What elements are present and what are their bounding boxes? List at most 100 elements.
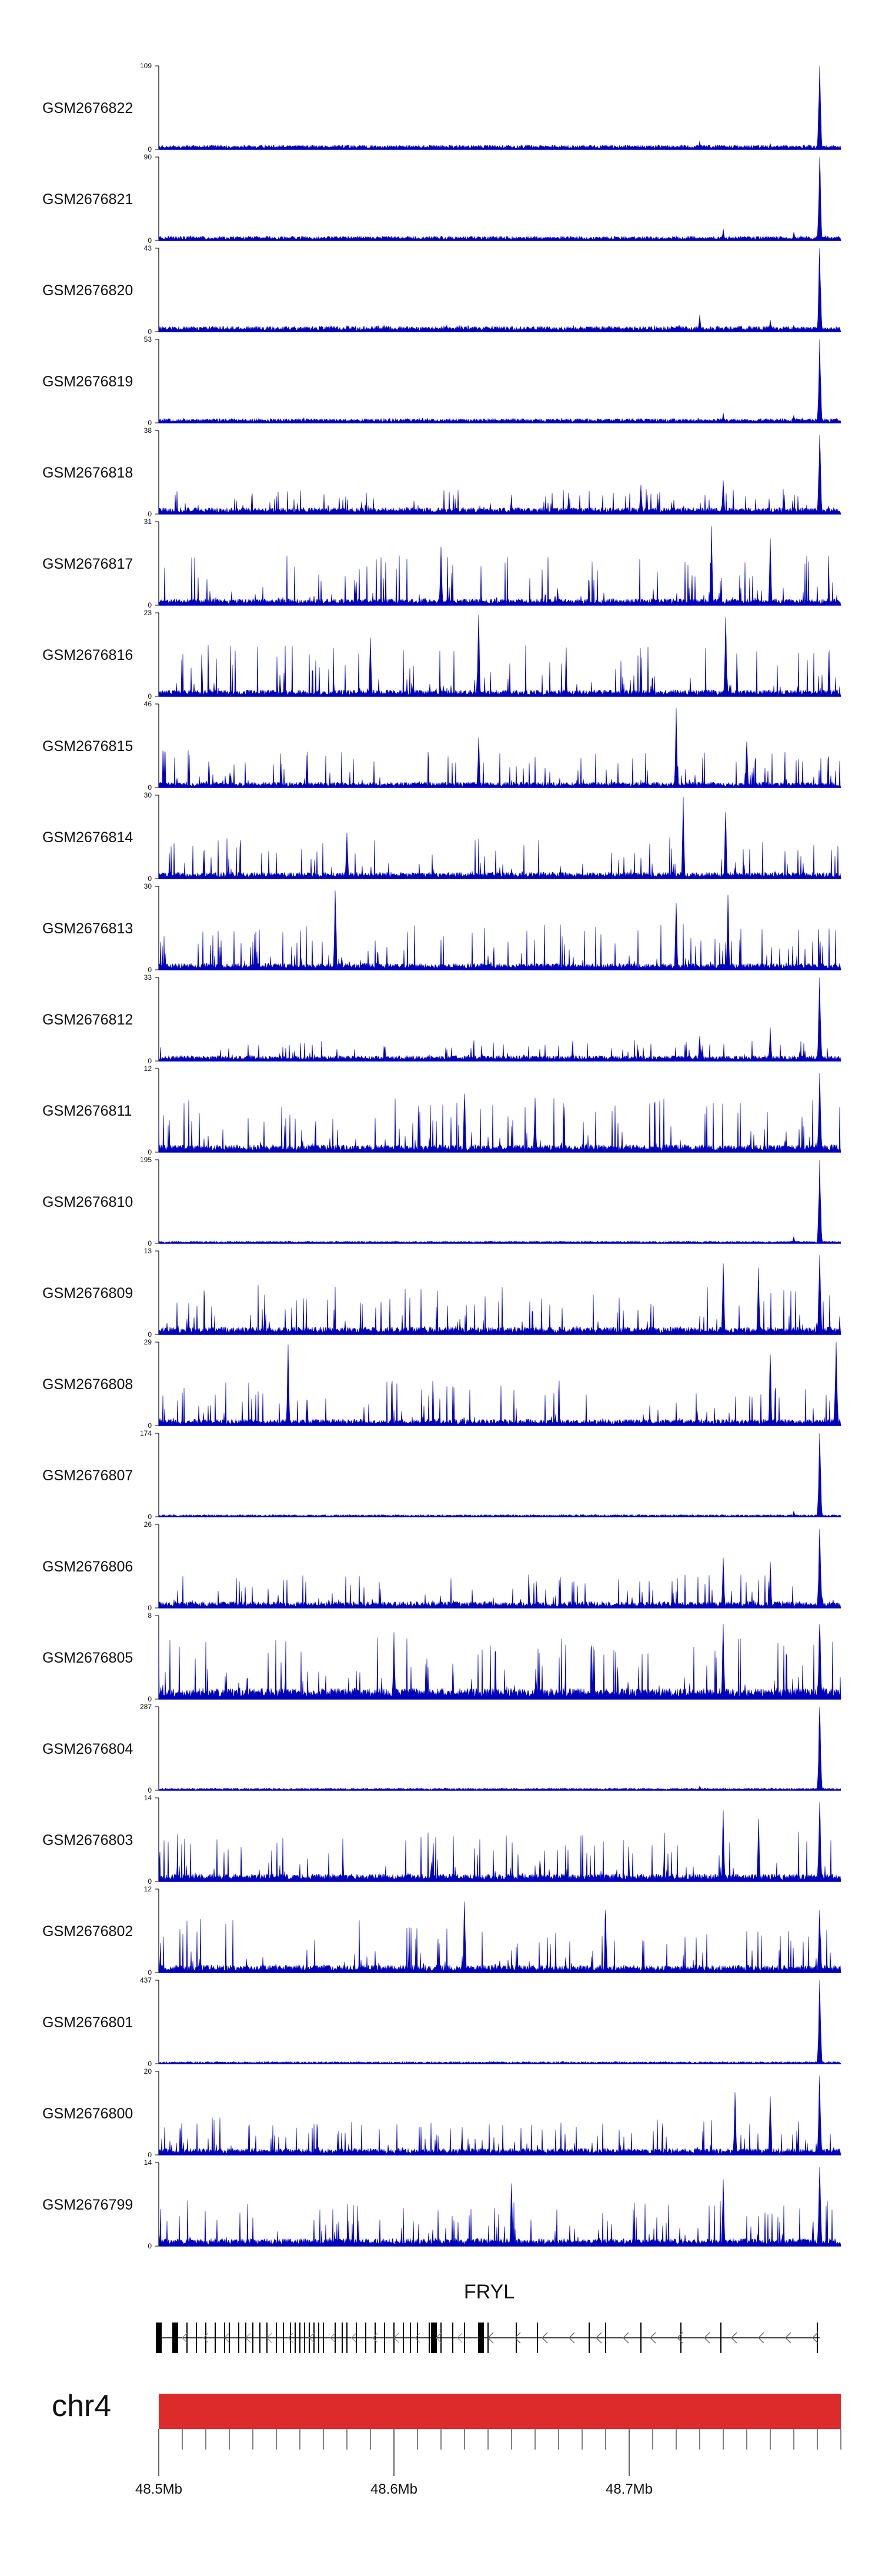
- y-min-label: 0: [148, 2242, 152, 2250]
- y-min-label: 0: [148, 328, 152, 336]
- strand-arrow: [758, 2332, 764, 2344]
- y-max-label: 33: [144, 973, 152, 982]
- signal-area: [158, 1624, 841, 1700]
- y-min-label: 0: [148, 510, 152, 518]
- strand-arrow: [372, 2333, 378, 2343]
- y-max-label: 43: [144, 244, 152, 252]
- y-max-label: 38: [144, 426, 152, 435]
- y-max-label: 13: [144, 1247, 152, 1255]
- y-min-label: 0: [148, 1513, 152, 1521]
- track-label: GSM2676806: [42, 1559, 133, 1575]
- track-gsm2676802: GSM2676802 12 0: [42, 1885, 841, 1977]
- y-min-label: 0: [148, 1877, 152, 1886]
- y-max-label: 14: [144, 2158, 152, 2167]
- y-min-label: 0: [148, 1330, 152, 1339]
- track-gsm2676810: GSM2676810 195 0: [42, 1156, 841, 1247]
- strand-arrow: [596, 2332, 602, 2344]
- y-min-label: 0: [148, 966, 152, 974]
- strand-arrow: [309, 2333, 315, 2343]
- track-label: GSM2676807: [42, 1467, 133, 1484]
- signal-area: [158, 796, 841, 879]
- gene-track: FRYL: [156, 2281, 820, 2353]
- track-label: GSM2676814: [42, 829, 133, 846]
- y-min-label: 0: [148, 1239, 152, 1247]
- strand-arrow: [288, 2333, 293, 2343]
- signal-area: [158, 977, 841, 1062]
- strand-arrow: [514, 2332, 521, 2344]
- x-tick-label: 48.7Mb: [606, 2481, 653, 2497]
- y-min-label: 0: [148, 236, 152, 245]
- track-gsm2676806: GSM2676806 26 0: [42, 1520, 841, 1612]
- track-gsm2676811: GSM2676811 12 0: [42, 1065, 841, 1156]
- signal-area: [158, 890, 841, 970]
- signal-area: [158, 65, 841, 150]
- track-gsm2676815: GSM2676815 46 0: [42, 700, 841, 792]
- strand-arrow: [351, 2333, 357, 2343]
- signal-area: [158, 1980, 841, 2064]
- strand-arrow: [182, 2333, 188, 2343]
- track-label: GSM2676801: [42, 2014, 133, 2031]
- y-max-label: 174: [140, 1429, 152, 1437]
- strand-arrow: [457, 2333, 463, 2343]
- strand-arrow: [266, 2333, 272, 2343]
- strand-arrow: [731, 2332, 737, 2344]
- y-min-label: 0: [148, 601, 152, 609]
- y-min-label: 0: [148, 1422, 152, 1430]
- strand-arrow: [245, 2333, 251, 2343]
- y-max-label: 287: [140, 1703, 152, 1711]
- y-min-label: 0: [148, 783, 152, 792]
- track-label: GSM2676800: [42, 2105, 133, 2122]
- track-gsm2676809: GSM2676809 13 0: [42, 1247, 841, 1339]
- track-gsm2676803: GSM2676803 14 0: [42, 1794, 841, 1886]
- track-gsm2676819: GSM2676819 53 0: [42, 335, 841, 427]
- signal-area: [158, 156, 841, 241]
- signal-area: [158, 2167, 841, 2247]
- track-gsm2676822: GSM2676822 109 0: [42, 62, 841, 154]
- y-max-label: 109: [140, 62, 152, 70]
- track-label: GSM2676799: [42, 2197, 133, 2213]
- signal-area: [158, 339, 841, 423]
- y-max-label: 14: [144, 1794, 152, 1802]
- y-max-label: 23: [144, 609, 152, 617]
- track-gsm2676814: GSM2676814 30 0: [42, 791, 841, 883]
- track-gsm2676816: GSM2676816 23 0: [42, 609, 841, 700]
- strand-arrow: [569, 2332, 575, 2344]
- y-max-label: 90: [144, 153, 152, 161]
- track-gsm2676821: GSM2676821 90 0: [42, 153, 841, 245]
- x-tick-label: 48.6Mb: [370, 2481, 417, 2497]
- signal-area: [158, 1529, 841, 1609]
- signal-area: [158, 1901, 841, 1973]
- track-label: GSM2676810: [42, 1194, 133, 1210]
- track-label: GSM2676802: [42, 1923, 133, 1940]
- strand-arrow: [677, 2332, 683, 2344]
- y-min-label: 0: [148, 1786, 152, 1794]
- track-label: GSM2676809: [42, 1285, 133, 1302]
- track-label: GSM2676816: [42, 647, 133, 663]
- y-min-label: 0: [148, 692, 152, 700]
- y-min-label: 0: [148, 419, 152, 427]
- track-gsm2676818: GSM2676818 38 0: [42, 426, 841, 518]
- track-label: GSM2676808: [42, 1376, 133, 1393]
- track-label: GSM2676820: [42, 282, 133, 299]
- x-axis: 48.5Mb 48.6Mb 48.7Mb: [135, 2429, 841, 2497]
- track-label: GSM2676812: [42, 1012, 133, 1028]
- strand-arrow: [415, 2333, 420, 2343]
- strand-arrow: [330, 2333, 336, 2343]
- gene-name-label: FRYL: [464, 2281, 514, 2303]
- track-label: GSM2676822: [42, 100, 133, 116]
- y-max-label: 195: [140, 1156, 152, 1164]
- track-gsm2676805: GSM2676805 8 0: [42, 1611, 841, 1703]
- y-min-label: 0: [148, 1148, 152, 1156]
- y-min-label: 0: [148, 875, 152, 883]
- strand-arrow: [487, 2332, 494, 2344]
- y-max-label: 437: [140, 1976, 152, 1984]
- strand-arrow: [542, 2332, 548, 2344]
- y-max-label: 31: [144, 518, 152, 526]
- signal-area: [158, 435, 841, 515]
- exon-block: [478, 2323, 484, 2353]
- strand-arrow: [704, 2332, 710, 2344]
- y-max-label: 53: [144, 335, 152, 343]
- track-label: GSM2676819: [42, 373, 133, 390]
- y-max-label: 20: [144, 2067, 152, 2076]
